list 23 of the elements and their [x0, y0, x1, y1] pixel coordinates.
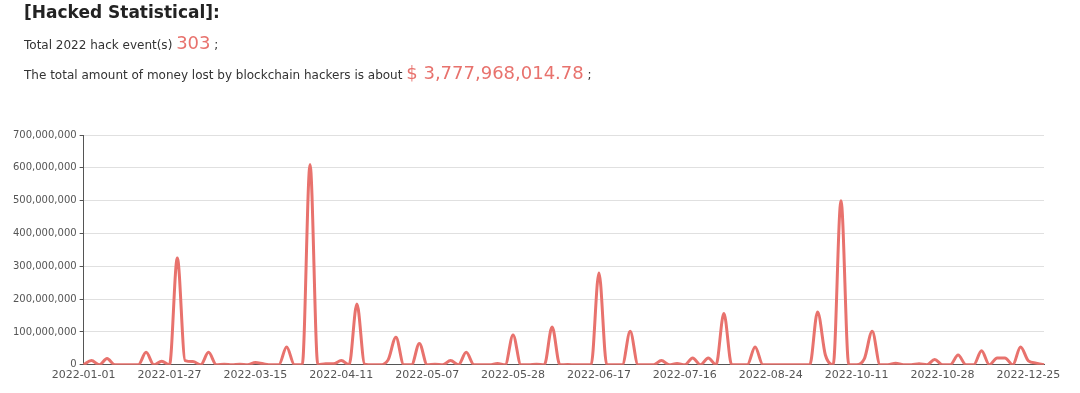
chart-subtitle: Total 2022 hack event(s) 303 ;	[24, 32, 219, 53]
x-tick-label: 2022-06-17	[566, 368, 631, 382]
y-tick-label: 600,000,000	[12, 161, 77, 173]
text: The total amount of money lost by blockchain hackers is about $ 3,777,968,014.78 ;	[24, 62, 592, 83]
x-tick-label: 2022-01-01	[51, 368, 116, 382]
x-tick-label: 2022-04-11	[309, 368, 374, 382]
x-tick-label: 2022-12-25	[996, 368, 1061, 382]
y-tick-label: 300,000,000	[12, 259, 77, 271]
y-tick-label: 700,000,000	[12, 128, 77, 140]
x-tick-label: 2022-08-24	[738, 368, 803, 382]
x-tick-label: 2022-01-27	[137, 368, 202, 382]
x-tick-label: 2022-10-28	[910, 368, 975, 382]
y-tick-label: 500,000,000	[12, 194, 77, 206]
x-tick-label: 2022-05-28	[481, 368, 546, 382]
y-tick-label: 400,000,000	[12, 227, 77, 239]
chart-title: [Hacked Statistical]:	[24, 2, 220, 22]
x-tick-label: 2022-07-16	[652, 368, 717, 382]
y-tick-label: 200,000,000	[12, 292, 77, 304]
x-tick-label: 2022-10-11	[824, 368, 889, 382]
x-tick-label: 2022-03-15	[223, 368, 288, 382]
y-tick-label: 0	[70, 358, 77, 370]
y-tick-label: 100,000,000	[12, 325, 77, 337]
x-tick-label: 2022-05-07	[395, 368, 460, 382]
